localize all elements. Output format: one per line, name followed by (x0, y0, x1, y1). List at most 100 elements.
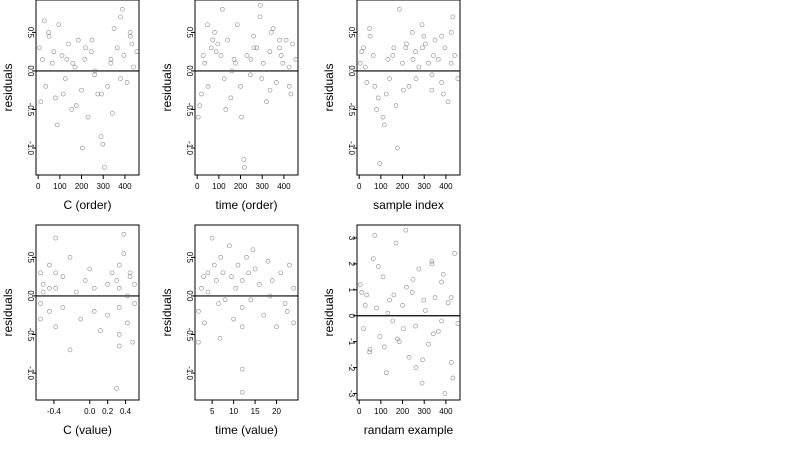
data-point (78, 316, 84, 322)
data-point (73, 103, 79, 108)
data-point (228, 95, 234, 101)
x-axis-label: C (value) (63, 423, 112, 437)
data-point (223, 107, 229, 112)
data-point (273, 80, 279, 85)
data-point (440, 91, 446, 97)
data-point (419, 380, 425, 386)
x-axis-label: sample index (373, 198, 444, 212)
data-point (252, 266, 258, 272)
y-tick-label: 3 (347, 236, 356, 241)
data-point (66, 41, 71, 47)
y-tick-label: 0.0 (185, 290, 194, 302)
data-point (205, 270, 211, 276)
data-point (205, 22, 210, 28)
data-point (208, 45, 214, 51)
data-point (213, 49, 219, 55)
data-point (248, 57, 254, 62)
data-point (231, 57, 237, 62)
y-tick-label: -0.5 (185, 103, 194, 117)
data-point (132, 301, 137, 306)
data-point (108, 57, 114, 62)
data-point (380, 114, 386, 120)
data-point (40, 57, 45, 62)
data-point (232, 60, 238, 66)
y-tick-label: 0.0 (26, 65, 35, 77)
data-point (220, 270, 226, 276)
data-point (381, 122, 387, 128)
data-point (367, 347, 373, 352)
data-point (370, 53, 376, 58)
data-point (129, 41, 135, 47)
data-point (430, 331, 436, 337)
x-tick-label: 0.2 (102, 407, 114, 416)
data-point (383, 370, 389, 376)
y-tick-label: 0.5 (185, 27, 194, 39)
data-point (380, 274, 386, 280)
data-point (114, 45, 120, 51)
data-point (46, 33, 52, 39)
data-point (196, 308, 201, 314)
x-tick-label: 200 (396, 407, 410, 416)
data-point (46, 30, 51, 35)
data-point (239, 305, 245, 310)
x-tick-label: 100 (374, 407, 388, 416)
data-point (362, 64, 368, 70)
data-point (98, 328, 103, 333)
data-point (91, 308, 97, 314)
plot-frame (194, 224, 299, 401)
data-point (390, 318, 396, 324)
data-point (372, 83, 378, 89)
data-point (53, 324, 59, 330)
data-point (67, 255, 73, 260)
y-tick-label: 0.5 (26, 252, 35, 264)
x-tick-label: 400 (277, 182, 291, 191)
data-point (364, 292, 370, 298)
data-point (229, 68, 235, 74)
scatter-panel-3: 0 100 200 300 400 -1.0 -0.5 0.0 0.5 sample index r… (322, 0, 461, 212)
data-point (124, 80, 130, 85)
data-point (118, 14, 123, 20)
data-point (361, 45, 366, 51)
data-point (36, 45, 42, 51)
y-tick-label: -1 (347, 338, 356, 346)
data-point (439, 279, 444, 285)
y-tick-label: 1 (347, 288, 356, 293)
data-point (413, 49, 418, 55)
data-point (69, 107, 75, 112)
data-point (239, 324, 245, 330)
x-tick-label: 0.4 (120, 407, 132, 416)
data-point (239, 278, 245, 283)
data-point (265, 258, 271, 264)
data-point (244, 255, 249, 260)
data-point (357, 60, 363, 66)
data-point (391, 45, 397, 51)
data-point (98, 134, 104, 139)
data-point (286, 64, 292, 70)
x-tick-label: 400 (118, 182, 132, 191)
data-point (410, 277, 416, 282)
y-tick-label: 0.5 (26, 27, 35, 39)
y-axis-label: residuals (160, 63, 174, 111)
data-point (403, 45, 409, 51)
data-point (209, 235, 215, 241)
data-point (381, 344, 387, 350)
data-point (114, 278, 119, 283)
x-tick-label: 100 (53, 182, 67, 191)
data-point (88, 49, 94, 55)
data-point (89, 37, 95, 43)
data-point (429, 72, 435, 78)
data-point (400, 303, 405, 308)
data-point (218, 255, 224, 260)
data-point (430, 53, 436, 58)
y-tick-label: -0.5 (26, 103, 35, 117)
data-point (121, 251, 127, 256)
plot-frame (35, 224, 140, 401)
data-point (257, 14, 263, 20)
data-point (422, 41, 428, 47)
data-point (43, 83, 49, 89)
data-point (448, 60, 454, 66)
data-point (125, 293, 130, 299)
data-point (359, 49, 365, 55)
data-point (59, 53, 65, 58)
y-tick-label: -0.5 (26, 328, 35, 342)
